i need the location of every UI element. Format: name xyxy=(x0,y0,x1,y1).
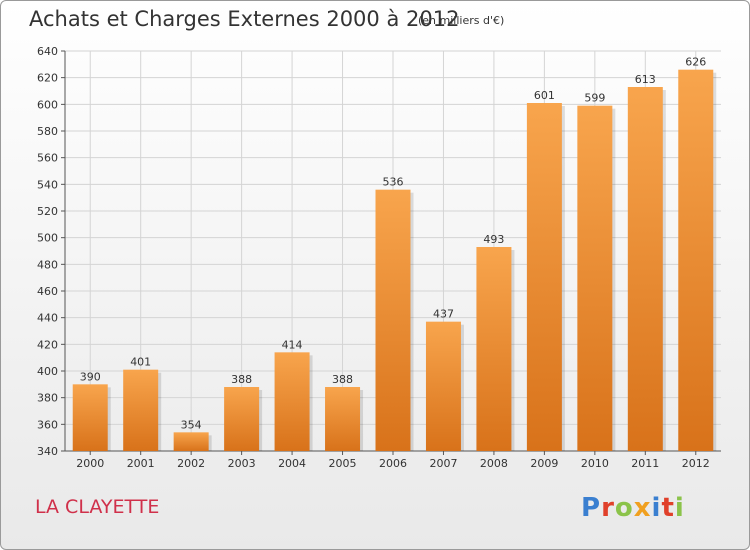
x-tick-label: 2012 xyxy=(682,457,710,470)
logo-letter: t xyxy=(661,493,675,523)
bar xyxy=(577,105,613,452)
bar-value-label: 613 xyxy=(635,73,656,86)
logo-letter: o xyxy=(614,493,634,523)
bar xyxy=(224,387,260,451)
bar xyxy=(123,369,159,451)
y-tick-label: 380 xyxy=(37,392,58,405)
x-tick-label: 2009 xyxy=(530,457,558,470)
bar-value-label: 493 xyxy=(483,233,504,246)
bar-value-label: 390 xyxy=(80,370,101,383)
bar-value-label: 388 xyxy=(332,373,353,386)
x-tick-label: 2007 xyxy=(429,457,457,470)
x-tick-label: 2011 xyxy=(631,457,659,470)
bar-value-label: 601 xyxy=(534,89,555,102)
y-tick-label: 440 xyxy=(37,312,58,325)
chart-subtitle: (en milliers d'€) xyxy=(418,14,505,27)
y-tick-label: 360 xyxy=(37,418,58,431)
chart-title: Achats et Charges Externes 2000 à 2012 xyxy=(29,7,460,31)
x-tick-label: 2008 xyxy=(480,457,508,470)
y-tick-label: 400 xyxy=(37,365,58,378)
logo-letter: P xyxy=(581,493,602,523)
y-tick-label: 560 xyxy=(37,152,58,165)
bar xyxy=(526,103,562,451)
bar xyxy=(476,247,512,451)
y-tick-label: 460 xyxy=(37,285,58,298)
y-tick-label: 600 xyxy=(37,98,58,111)
x-tick-label: 2004 xyxy=(278,457,306,470)
logo-letter: r xyxy=(601,493,615,523)
x-tick-label: 2003 xyxy=(228,457,256,470)
bars xyxy=(72,69,717,452)
bar-value-label: 626 xyxy=(685,56,706,69)
bar-value-label: 599 xyxy=(584,92,605,105)
y-tick-label: 520 xyxy=(37,205,58,218)
x-tick-label: 2006 xyxy=(379,457,407,470)
bar-value-label: 536 xyxy=(383,176,404,189)
commune-name: LA CLAYETTE xyxy=(35,496,160,518)
bar xyxy=(425,321,461,451)
y-tick-label: 500 xyxy=(37,232,58,245)
proxiti-logo[interactable]: Proxiti xyxy=(581,493,685,523)
bar xyxy=(678,69,714,452)
y-tick-label: 420 xyxy=(37,338,58,351)
bar-value-label: 401 xyxy=(130,356,151,369)
bar xyxy=(274,352,310,451)
bar-value-label: 437 xyxy=(433,308,454,321)
x-tick-label: 2002 xyxy=(177,457,205,470)
y-tick-label: 580 xyxy=(37,125,58,138)
bar-value-label: 414 xyxy=(282,338,303,351)
y-tick-label: 620 xyxy=(37,72,58,85)
bar xyxy=(375,189,411,451)
bar xyxy=(173,432,209,451)
bar-value-label: 388 xyxy=(231,373,252,386)
x-tick-label: 2000 xyxy=(76,457,104,470)
y-tick-label: 480 xyxy=(37,258,58,271)
logo-letter: x xyxy=(633,493,652,523)
bar-value-label: 354 xyxy=(181,418,202,431)
bar xyxy=(72,384,108,451)
labels: 390 2000 401 2001 354 2002 388 2003 414 2004 388 20… xyxy=(76,56,710,470)
y-tick-label: 340 xyxy=(37,445,58,458)
x-tick-label: 2001 xyxy=(127,457,155,470)
logo-letter: i xyxy=(651,493,662,523)
logo-letter: i xyxy=(674,493,685,523)
y-tick-label: 540 xyxy=(37,178,58,191)
x-tick-label: 2010 xyxy=(581,457,609,470)
x-tick-label: 2005 xyxy=(329,457,357,470)
bar xyxy=(325,387,361,451)
bar xyxy=(627,87,663,451)
y-tick-label: 640 xyxy=(37,45,58,58)
